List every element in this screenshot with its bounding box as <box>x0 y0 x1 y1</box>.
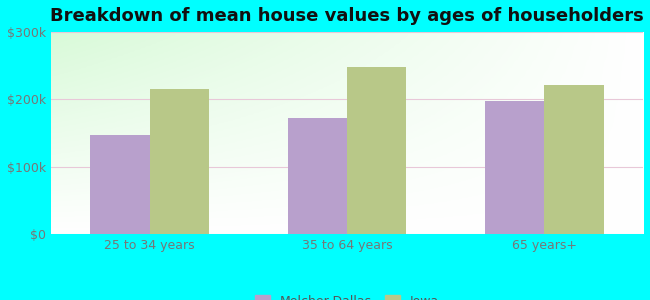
Bar <box>288 118 347 234</box>
Bar <box>544 85 604 234</box>
Bar <box>90 135 150 234</box>
Bar <box>347 67 406 234</box>
Bar <box>150 89 209 234</box>
Title: Breakdown of mean house values by ages of householders: Breakdown of mean house values by ages o… <box>50 7 644 25</box>
Bar <box>485 101 544 234</box>
Legend: Melcher-Dallas, Iowa: Melcher-Dallas, Iowa <box>250 290 444 300</box>
